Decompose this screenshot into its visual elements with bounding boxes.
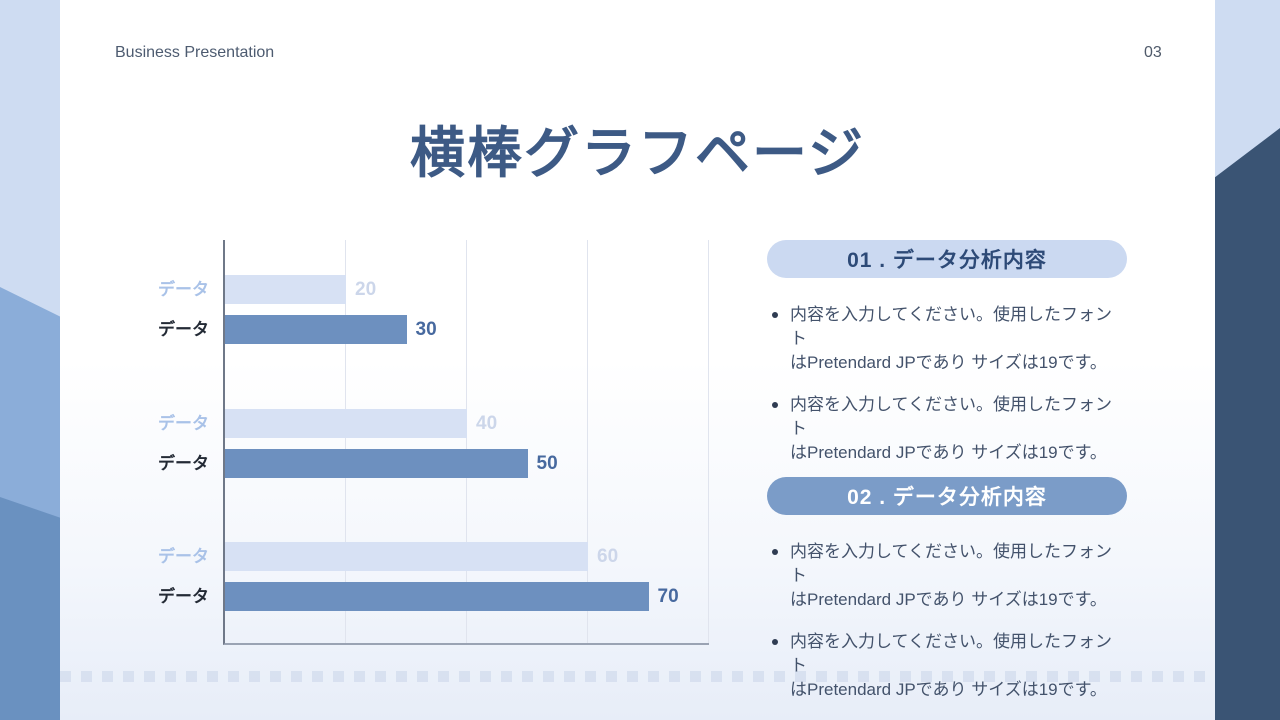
bar-category-label: データ	[158, 547, 209, 566]
bar-chart-plot: データ 20 データ 30 データ 40 データ 50 データ 60 データ 70	[158, 240, 709, 645]
list-item: 内容を入力してください。使用したフォント はPretendard JPであり サ…	[772, 303, 1127, 375]
section-02: 02 . データ分析内容 内容を入力してください。使用したフォント はPrete…	[767, 477, 1127, 702]
bullet-text-line: 内容を入力してください。使用したフォント	[790, 632, 1112, 675]
section-02-header-pill: 02 . データ分析内容	[767, 477, 1127, 515]
bar-category-label: データ	[158, 454, 209, 473]
bar-value-label: 60	[597, 546, 619, 567]
bullet-dot-icon	[772, 402, 778, 408]
bullet-text: 内容を入力してください。使用したフォント はPretendard JPであり サ…	[790, 630, 1127, 702]
bar-category-label: データ	[158, 320, 209, 339]
page-number: 03	[1144, 44, 1162, 61]
bullet-text: 内容を入力してください。使用したフォント はPretendard JPであり サ…	[790, 393, 1127, 465]
section-01: 01 . データ分析内容 内容を入力してください。使用したフォント はPrete…	[767, 240, 1127, 465]
chart-bar: 40	[225, 409, 497, 438]
section-01-bullets: 内容を入力してください。使用したフォント はPretendard JPであり サ…	[767, 303, 1127, 465]
chart-bar: 60	[225, 542, 618, 571]
chart-bar: 70	[225, 582, 679, 611]
chart-bar: 50	[225, 449, 558, 478]
dotted-texture-band	[60, 671, 1215, 682]
bullet-text-line: はPretendard JPであり サイズは19です。	[790, 680, 1107, 699]
bullet-text-line: はPretendard JPであり サイズは19です。	[790, 443, 1107, 462]
list-item: 内容を入力してください。使用したフォント はPretendard JPであり サ…	[772, 540, 1127, 612]
section-02-bullets: 内容を入力してください。使用したフォント はPretendard JPであり サ…	[767, 540, 1127, 702]
chart-bar: 30	[225, 315, 437, 344]
bullet-text: 内容を入力してください。使用したフォント はPretendard JPであり サ…	[790, 540, 1127, 612]
background-left-decoration	[0, 0, 61, 720]
bar-value-label: 40	[476, 413, 498, 434]
bar-value-label: 30	[415, 319, 437, 340]
bar-category-label: データ	[158, 587, 209, 606]
bar-value-label: 20	[355, 279, 377, 300]
bar-value-label: 50	[536, 453, 558, 474]
gridline	[708, 240, 709, 643]
bullet-text-line: 内容を入力してください。使用したフォント	[790, 305, 1112, 348]
bullet-dot-icon	[772, 549, 778, 555]
bullet-text: 内容を入力してください。使用したフォント はPretendard JPであり サ…	[790, 303, 1127, 375]
gridline	[587, 240, 588, 643]
section-01-header-pill: 01 . データ分析内容	[767, 240, 1127, 278]
bullet-text-line: 内容を入力してください。使用したフォント	[790, 542, 1112, 585]
bullet-text-line: 内容を入力してください。使用したフォント	[790, 395, 1112, 438]
bar-category-label: データ	[158, 280, 209, 299]
brand-label: Business Presentation	[115, 44, 275, 61]
gridline	[345, 240, 346, 643]
bullet-dot-icon	[772, 639, 778, 645]
bullet-text-line: はPretendard JPであり サイズは19です。	[790, 590, 1107, 609]
right-navy-diagonal-shape	[1214, 128, 1280, 720]
background-right-decoration	[1214, 0, 1280, 720]
list-item: 内容を入力してください。使用したフォント はPretendard JPであり サ…	[772, 393, 1127, 465]
bar-category-label: データ	[158, 414, 209, 433]
page-title: 横棒グラフページ	[410, 122, 865, 184]
bullet-text-line: はPretendard JPであり サイズは19です。	[790, 353, 1107, 372]
list-item: 内容を入力してください。使用したフォント はPretendard JPであり サ…	[772, 630, 1127, 702]
chart-bar: 20	[225, 275, 376, 304]
gridline	[466, 240, 467, 643]
bullet-dot-icon	[772, 312, 778, 318]
left-steel-blue-diagonal-shape	[0, 497, 61, 720]
bar-value-label: 70	[657, 586, 679, 607]
